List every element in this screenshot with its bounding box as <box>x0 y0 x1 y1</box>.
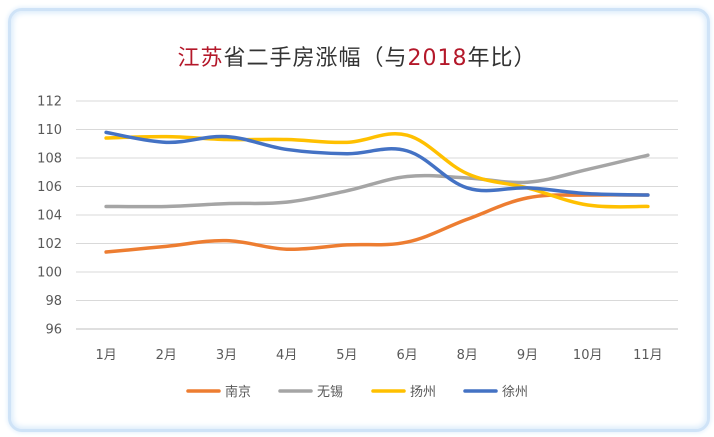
x-tick-label: 2月 <box>156 348 177 363</box>
x-tick-label: 1月 <box>95 348 116 363</box>
x-tick-label: 4月 <box>276 348 297 363</box>
legend-label: 扬州 <box>410 385 436 400</box>
y-tick-label: 100 <box>37 266 62 281</box>
x-tick-label: 3月 <box>216 348 237 363</box>
y-tick-label: 112 <box>37 95 62 110</box>
title-province: 江苏 <box>177 46 224 71</box>
x-tick-label: 8月 <box>457 348 478 363</box>
y-tick-label: 110 <box>37 123 62 138</box>
series-line-3 <box>104 130 650 197</box>
y-tick-label: 98 <box>45 294 62 309</box>
title-end: 年比） <box>467 46 537 71</box>
y-tick-label: 104 <box>37 209 62 224</box>
x-tick-label: 5月 <box>336 348 357 363</box>
x-tick-label: 10月 <box>573 348 603 363</box>
legend-label: 徐州 <box>502 385 528 400</box>
y-tick-label: 96 <box>45 323 62 338</box>
chart-frame <box>8 8 710 432</box>
title-year: 2018 <box>407 46 468 71</box>
title-mid: 省二手房涨幅（与 <box>223 46 408 71</box>
legend-label: 无锡 <box>317 385 343 400</box>
legend-label: 南京 <box>225 384 251 400</box>
x-tick-label: 6月 <box>396 348 417 363</box>
y-tick-label: 106 <box>37 180 62 195</box>
y-tick-label: 102 <box>37 237 62 252</box>
x-tick-label: 9月 <box>517 348 538 363</box>
x-tick-label: 11月 <box>633 348 663 363</box>
chart-title: 江苏省二手房涨幅（与2018年比） <box>0 40 714 72</box>
y-tick-label: 108 <box>37 152 62 167</box>
series-line-1 <box>104 153 650 209</box>
